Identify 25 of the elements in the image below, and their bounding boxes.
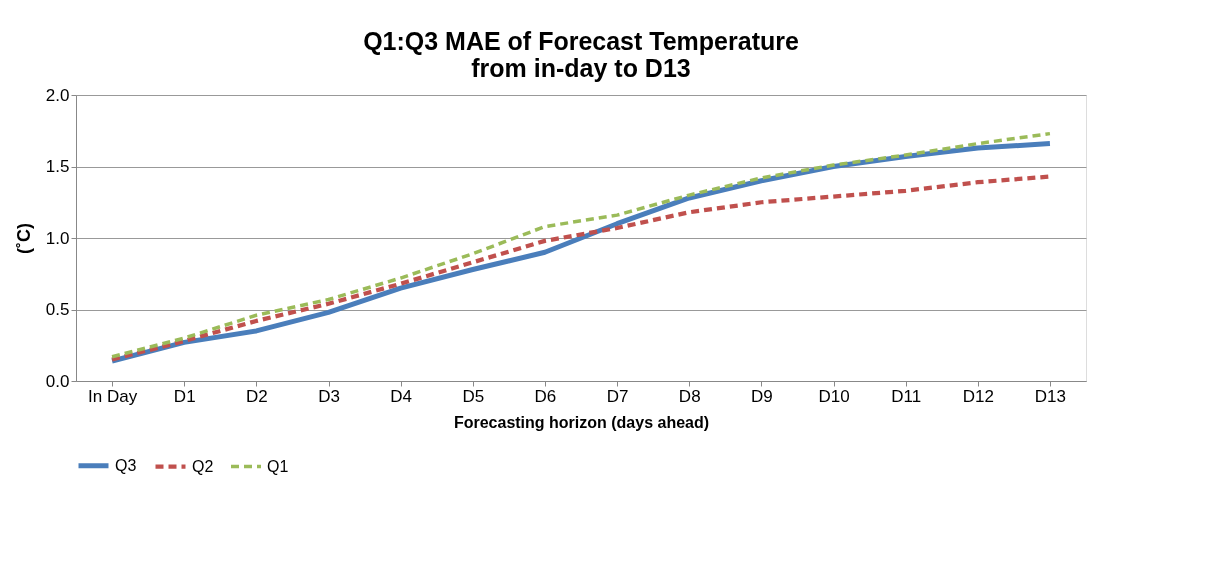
x-tick-label: D8 xyxy=(678,386,701,406)
x-tick-label: D13 xyxy=(1034,386,1067,406)
x-tick-label: D5 xyxy=(462,386,485,406)
x-tick-label: D12 xyxy=(962,386,994,406)
x-axis-title: Forecasting horizon (days ahead) xyxy=(453,413,710,431)
legend-label: Q3 xyxy=(115,456,137,474)
x-tick-label: D1 xyxy=(173,386,196,406)
x-tick-label: D2 xyxy=(245,386,268,406)
x-tick-label: D6 xyxy=(534,386,557,406)
x-tick-label: In Day xyxy=(88,386,138,406)
legend-label: Q2 xyxy=(192,457,214,475)
chart-title: Q1:Q3 MAE of Forecast Temperature from in-day to D13 xyxy=(363,27,799,82)
legend-label: Q1 xyxy=(267,457,289,475)
y-tick-label: 2.0 xyxy=(45,85,70,105)
y-tick-label: 1.0 xyxy=(45,228,70,248)
x-tick-label: D11 xyxy=(891,386,922,406)
x-tick-label: D4 xyxy=(390,386,413,406)
y-tick-label: 0.5 xyxy=(45,300,70,319)
x-tick-label: D7 xyxy=(606,386,629,406)
y-axis-title: (˚C) xyxy=(13,223,34,254)
x-tick-label: D9 xyxy=(750,386,773,406)
x-tick-label: D10 xyxy=(818,386,850,406)
y-tick-label: 1.5 xyxy=(45,157,70,176)
x-tick-label: D3 xyxy=(318,386,340,406)
y-tick-label: 0.0 xyxy=(45,371,70,391)
